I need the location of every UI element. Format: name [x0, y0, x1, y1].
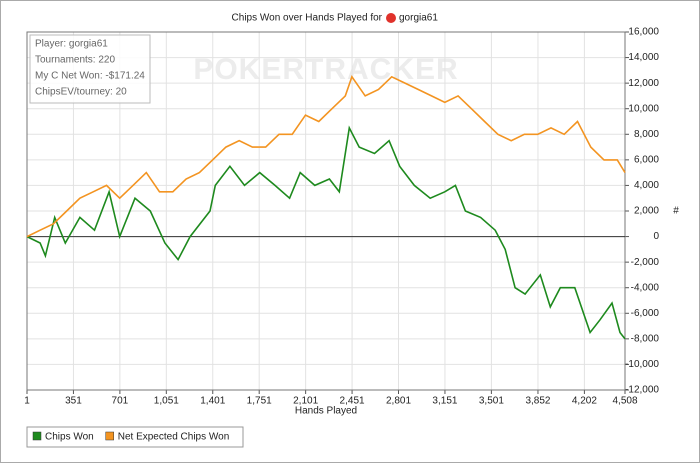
y-tick-label: -12,000: [625, 385, 659, 396]
y-tick-label: 16,000: [628, 27, 659, 38]
x-tick-label: 3,852: [525, 396, 550, 407]
y-tick-label: -10,000: [625, 359, 659, 370]
y-tick-label: 6,000: [634, 154, 659, 165]
player-name: gorgia61: [399, 13, 438, 24]
y-tick-label: 10,000: [628, 103, 659, 114]
legend-swatch: [32, 431, 42, 441]
plot-border: [26, 31, 626, 391]
chart-title: Chips Won over Hands Played for: [232, 13, 383, 24]
legend-swatch: [105, 431, 114, 441]
x-tick-label: 1,051: [154, 396, 179, 407]
info-text: Player: gorgia61: [35, 39, 108, 50]
x-tick-label: 2,801: [386, 396, 411, 407]
series-line: [26, 75, 626, 238]
x-axis-label: Hands Played: [295, 406, 357, 417]
y-tick-label: -4,000: [631, 282, 660, 293]
x-tick-label: 2,451: [340, 396, 365, 407]
info-text: ChipsEV/tourney: 20: [35, 87, 127, 98]
x-tick-label: 2,101: [293, 396, 318, 407]
x-tick-label: 3,151: [432, 396, 457, 407]
x-tick-label: 1,751: [247, 396, 272, 407]
y-tick-label: -2,000: [631, 257, 660, 268]
info-text: Tournaments: 220: [35, 55, 115, 66]
y-tick-label: 14,000: [628, 52, 659, 63]
y-axis-label: #: [673, 206, 679, 217]
x-tick-label: 1: [24, 396, 30, 407]
y-tick-label: 4,000: [634, 180, 659, 191]
y-tick-label: 2,000: [634, 206, 659, 217]
y-tick-label: -8,000: [631, 333, 660, 344]
y-tick-label: 8,000: [634, 129, 659, 140]
legend-box: [26, 426, 244, 448]
x-tick-label: 1,401: [200, 396, 225, 407]
legend-label: Chips Won: [45, 432, 94, 443]
info-box: [29, 34, 151, 104]
info-text: My C Net Won: -$171.24: [35, 71, 145, 82]
y-tick-label: -6,000: [631, 308, 660, 319]
x-tick-label: 351: [65, 396, 82, 407]
watermark: POKERTRACKER: [193, 53, 458, 86]
y-tick-label: 12,000: [628, 78, 659, 89]
y-tick-label: 0: [653, 231, 659, 242]
suit-icon: [386, 13, 396, 23]
legend-label: Net Expected Chips Won: [118, 432, 230, 443]
x-tick-label: 4,202: [572, 396, 597, 407]
x-tick-label: 701: [112, 396, 129, 407]
x-tick-label: 3,501: [479, 396, 504, 407]
series-line: [26, 125, 626, 340]
x-tick-label: 4,508: [612, 396, 637, 407]
